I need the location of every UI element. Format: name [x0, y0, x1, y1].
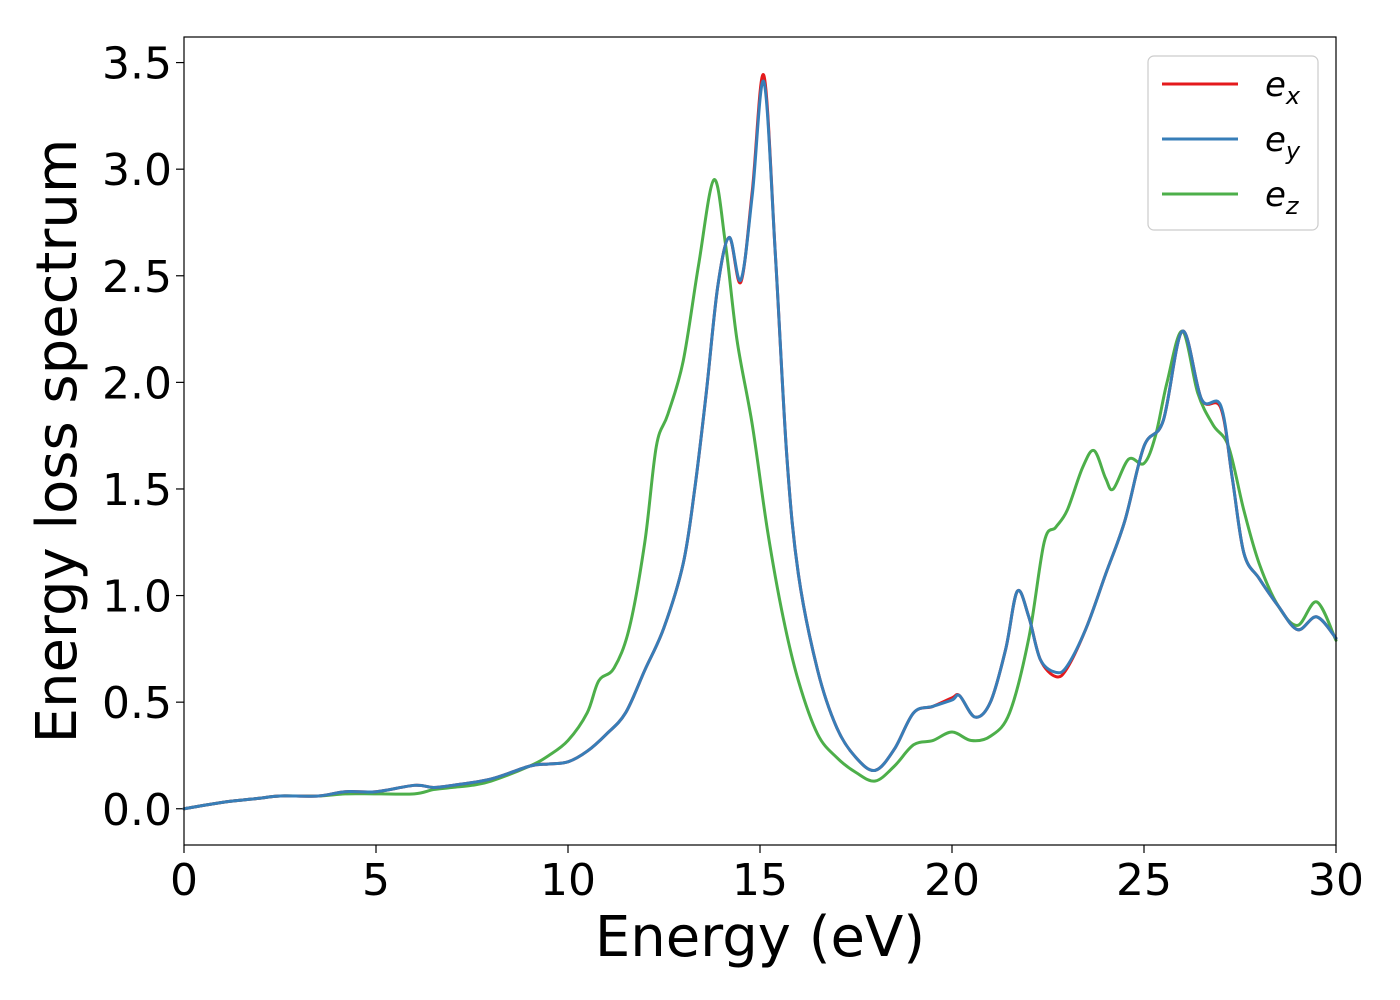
legend-label-e-y: ey: [1265, 120, 1301, 165]
x-tick-label: 0: [170, 855, 198, 906]
y-tick-label: 0.0: [102, 785, 172, 836]
series-lines: [182, 73, 1338, 811]
legend-label-main: e: [1265, 120, 1286, 160]
x-tick-label: 20: [924, 855, 980, 906]
legend-label-subscript: y: [1285, 137, 1301, 165]
plot-frame: [183, 36, 1337, 846]
series-line-e-y: [182, 79, 1338, 811]
legend-box: [1147, 55, 1319, 231]
plot-area-background: [184, 37, 1336, 845]
y-tick-label: 0.5: [102, 678, 172, 729]
legend-label-main: e: [1265, 175, 1286, 215]
legend-label-subscript: z: [1285, 192, 1300, 220]
x-tick-label: 25: [1116, 855, 1172, 906]
legend-label-main: e: [1265, 65, 1286, 105]
y-tick-label: 1.5: [102, 465, 172, 516]
x-tick-label: 15: [732, 855, 788, 906]
y-tick-label: 1.0: [102, 572, 172, 623]
x-tick-label: 10: [540, 855, 596, 906]
y-axis-title: Energy loss spectrum: [25, 139, 90, 744]
legend-label-e-x: ex: [1265, 65, 1301, 110]
y-axis: 0.0 0.5 1.0 1.5 2.0 2.5 3.0 3.5: [102, 39, 184, 836]
series-line-e-z: [182, 178, 1338, 811]
x-axis-title: Energy (eV): [595, 905, 925, 970]
x-axis: 0 5 10 15 20 25 30: [170, 845, 1364, 906]
x-tick-label: 30: [1308, 855, 1364, 906]
legend-label-subscript: x: [1285, 82, 1301, 110]
legend-label-e-z: ez: [1265, 175, 1300, 220]
y-tick-label: 3.5: [102, 39, 172, 90]
y-tick-label: 2.5: [102, 252, 172, 303]
y-tick-label: 3.0: [102, 145, 172, 196]
x-tick-label: 5: [362, 855, 390, 906]
y-tick-label: 2.0: [102, 358, 172, 409]
